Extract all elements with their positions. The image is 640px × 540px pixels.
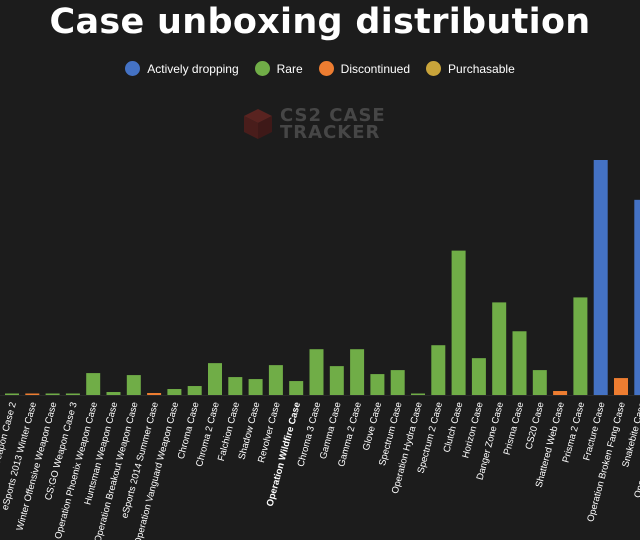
legend-label: Discontinued xyxy=(340,61,411,76)
x-tick-label: Clutch Case xyxy=(441,401,465,454)
bar xyxy=(106,392,121,395)
bar xyxy=(451,250,466,395)
bar xyxy=(187,386,202,395)
bar xyxy=(634,199,640,395)
legend-item: Rare xyxy=(254,61,303,76)
bar xyxy=(268,365,283,395)
watermark-line2: TRACKER xyxy=(280,122,381,143)
legend-item: Actively dropping xyxy=(125,61,239,76)
bar xyxy=(350,349,365,395)
bar xyxy=(370,374,385,395)
bar xyxy=(86,373,101,395)
bar xyxy=(289,381,304,395)
bar xyxy=(329,366,344,395)
bar xyxy=(45,393,60,395)
bar xyxy=(65,393,80,395)
bar xyxy=(593,160,608,395)
legend-label: Actively dropping xyxy=(147,61,239,76)
bar xyxy=(532,370,547,395)
bar xyxy=(228,377,243,395)
legend-swatch xyxy=(254,61,270,76)
legend: Actively dropping Rare Discontinued Purchas… xyxy=(0,61,640,76)
bar xyxy=(553,391,568,395)
bar xyxy=(5,393,19,395)
bar xyxy=(248,379,263,395)
legend-item: Purchasable xyxy=(426,61,515,76)
watermark-line1: CS2 CASE xyxy=(280,105,386,126)
legend-swatch xyxy=(125,61,141,76)
bar xyxy=(167,389,182,395)
bar xyxy=(431,345,446,395)
box-logo-icon xyxy=(244,109,272,139)
watermark: CS2 CASE TRACKER xyxy=(242,105,386,143)
bar xyxy=(411,393,425,395)
x-tick-label: CS20 Case xyxy=(523,401,546,451)
bar xyxy=(208,363,222,395)
legend-swatch xyxy=(426,61,442,76)
bar xyxy=(390,370,405,395)
bar xyxy=(25,393,40,395)
legend-label: Purchasable xyxy=(448,61,515,76)
bar xyxy=(492,302,507,395)
chart-title: Case unboxing distribution xyxy=(49,2,591,42)
legend-label: Rare xyxy=(276,61,303,76)
legend-item: Discontinued xyxy=(318,61,411,76)
x-tick-label: Glove Case xyxy=(361,401,384,452)
bar xyxy=(471,358,486,395)
bar xyxy=(614,378,628,395)
bar xyxy=(573,297,588,395)
bar xyxy=(147,393,162,395)
bar xyxy=(309,349,324,395)
bar xyxy=(126,375,141,395)
bar xyxy=(512,331,527,395)
legend-swatch xyxy=(318,61,334,76)
